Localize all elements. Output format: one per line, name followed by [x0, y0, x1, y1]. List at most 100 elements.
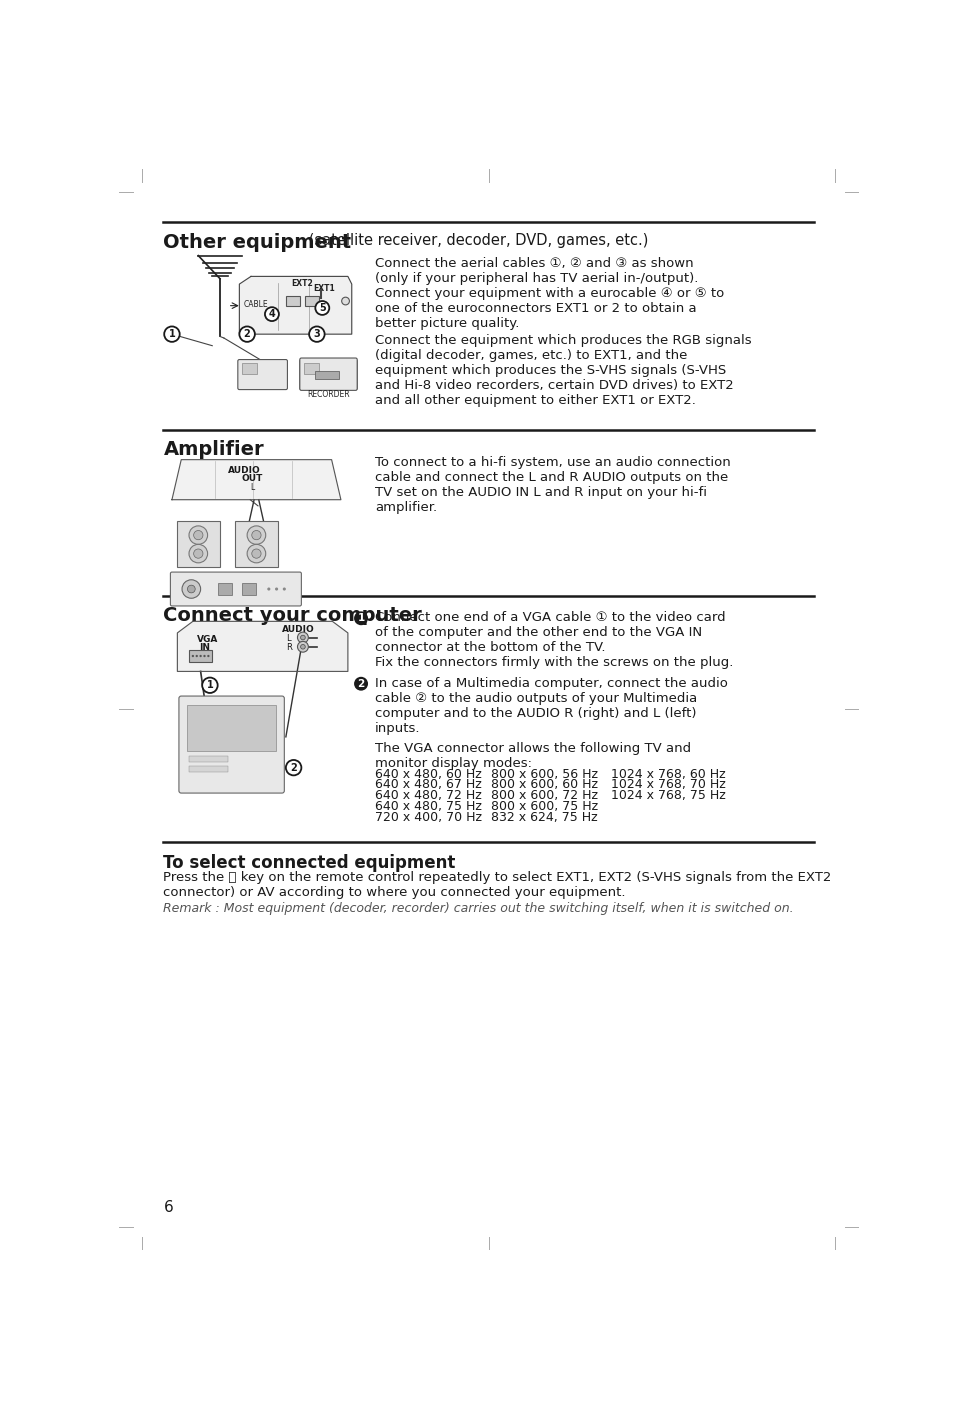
Bar	[241, 364, 257, 374]
Text: 1: 1	[357, 613, 364, 624]
Text: 800 x 600, 72 Hz: 800 x 600, 72 Hz	[491, 790, 598, 802]
Text: 6: 6	[163, 1200, 173, 1215]
Text: Connect your computer: Connect your computer	[163, 606, 422, 625]
Bar	[177, 521, 220, 568]
Text: 3: 3	[314, 329, 320, 339]
Circle shape	[193, 549, 203, 558]
Text: 2: 2	[290, 763, 296, 773]
Text: To connect to a hi-fi system, use an audio connection
cable and connect the L an: To connect to a hi-fi system, use an aud…	[375, 455, 730, 514]
Text: 2: 2	[244, 329, 251, 339]
Circle shape	[239, 326, 254, 341]
Circle shape	[203, 655, 206, 658]
Circle shape	[187, 584, 195, 593]
Text: Connect the aerial cables ①, ② and ③ as shown
(only if your peripheral has TV ae: Connect the aerial cables ①, ② and ③ as …	[375, 257, 723, 330]
Circle shape	[341, 298, 349, 305]
Text: Connect the equipment which produces the RGB signals
(digital decoder, games, et: Connect the equipment which produces the…	[375, 334, 751, 407]
Circle shape	[300, 645, 305, 649]
Bar	[218, 583, 233, 596]
Circle shape	[286, 760, 301, 776]
Text: Other equipment: Other equipment	[163, 232, 352, 251]
Text: The VGA connector allows the following TV and
monitor display modes:: The VGA connector allows the following T…	[375, 742, 690, 770]
Text: 1024 x 768, 70 Hz: 1024 x 768, 70 Hz	[611, 778, 725, 791]
Circle shape	[309, 326, 324, 341]
Text: L: L	[286, 634, 291, 642]
Circle shape	[252, 531, 261, 540]
Text: 800 x 600, 75 Hz: 800 x 600, 75 Hz	[491, 799, 598, 813]
Circle shape	[267, 587, 270, 590]
Text: 640 x 480, 67 Hz: 640 x 480, 67 Hz	[375, 778, 481, 791]
Circle shape	[300, 635, 305, 639]
Circle shape	[182, 580, 200, 599]
FancyBboxPatch shape	[299, 360, 356, 389]
Text: Amplifier: Amplifier	[163, 440, 264, 459]
Circle shape	[247, 544, 266, 563]
Text: Press the ⥥ key on the remote control repeatedly to select EXT1, EXT2 (S-VHS sig: Press the ⥥ key on the remote control re…	[163, 871, 831, 899]
Bar	[303, 364, 319, 374]
Bar	[305, 295, 319, 306]
Text: AUDIO: AUDIO	[228, 466, 261, 475]
Bar	[187, 704, 275, 750]
Circle shape	[252, 549, 261, 558]
Circle shape	[315, 301, 329, 315]
Text: OUT: OUT	[242, 475, 263, 483]
Text: In case of a Multimedia computer, connect the audio
cable ② to the audio outputs: In case of a Multimedia computer, connec…	[375, 677, 727, 735]
Polygon shape	[239, 277, 352, 334]
Circle shape	[195, 655, 197, 658]
Circle shape	[164, 326, 179, 341]
Text: 1024 x 768, 60 Hz: 1024 x 768, 60 Hz	[611, 767, 725, 781]
Text: 640 x 480, 72 Hz: 640 x 480, 72 Hz	[375, 790, 481, 802]
Text: (satellite receiver, decoder, DVD, games, etc.): (satellite receiver, decoder, DVD, games…	[304, 232, 648, 247]
Text: To select connected equipment: To select connected equipment	[163, 854, 456, 873]
Circle shape	[274, 587, 278, 590]
Text: EXT2: EXT2	[291, 278, 313, 288]
Bar	[189, 651, 212, 662]
Text: IN: IN	[199, 643, 210, 652]
Text: Connect one end of a VGA cable ① to the video card
of the computer and the other: Connect one end of a VGA cable ① to the …	[375, 611, 733, 669]
Circle shape	[247, 525, 266, 544]
Bar	[315, 371, 338, 379]
Bar	[189, 766, 228, 773]
Text: 1: 1	[207, 680, 213, 690]
Bar	[235, 521, 278, 568]
Text: 5: 5	[318, 303, 325, 313]
Text: 640 x 480, 60 Hz: 640 x 480, 60 Hz	[375, 767, 481, 781]
Circle shape	[193, 531, 203, 540]
Bar	[241, 583, 255, 596]
Text: 640 x 480, 75 Hz: 640 x 480, 75 Hz	[375, 799, 481, 813]
Text: 800 x 600, 60 Hz: 800 x 600, 60 Hz	[491, 778, 598, 791]
Text: VGA: VGA	[196, 635, 218, 645]
Text: RECORDER: RECORDER	[307, 391, 350, 399]
FancyBboxPatch shape	[179, 695, 284, 792]
Circle shape	[189, 544, 208, 563]
Polygon shape	[177, 621, 348, 672]
FancyBboxPatch shape	[171, 572, 301, 606]
Circle shape	[282, 587, 286, 590]
FancyBboxPatch shape	[299, 358, 356, 391]
Text: L: L	[250, 483, 254, 492]
Text: 720 x 400, 70 Hz: 720 x 400, 70 Hz	[375, 811, 481, 823]
Text: 2: 2	[357, 679, 364, 688]
Circle shape	[202, 677, 217, 693]
Circle shape	[354, 611, 368, 625]
Polygon shape	[172, 459, 340, 500]
Text: 1: 1	[169, 329, 175, 339]
Text: 832 x 624, 75 Hz: 832 x 624, 75 Hz	[491, 811, 598, 823]
Circle shape	[207, 655, 210, 658]
Text: 4: 4	[268, 309, 275, 319]
Text: AUDIO: AUDIO	[282, 625, 314, 634]
Text: 800 x 600, 56 Hz: 800 x 600, 56 Hz	[491, 767, 598, 781]
Text: R: R	[286, 643, 292, 652]
Bar	[189, 756, 228, 763]
Text: 1024 x 768, 75 Hz: 1024 x 768, 75 Hz	[611, 790, 725, 802]
FancyBboxPatch shape	[237, 360, 287, 389]
Bar	[286, 295, 299, 306]
Circle shape	[265, 308, 278, 322]
Circle shape	[192, 655, 193, 658]
Text: CABLE: CABLE	[243, 301, 268, 309]
Circle shape	[189, 525, 208, 544]
Circle shape	[297, 632, 308, 643]
Circle shape	[199, 655, 202, 658]
Circle shape	[354, 677, 368, 691]
Circle shape	[297, 641, 308, 652]
Text: EXT1: EXT1	[313, 284, 335, 294]
